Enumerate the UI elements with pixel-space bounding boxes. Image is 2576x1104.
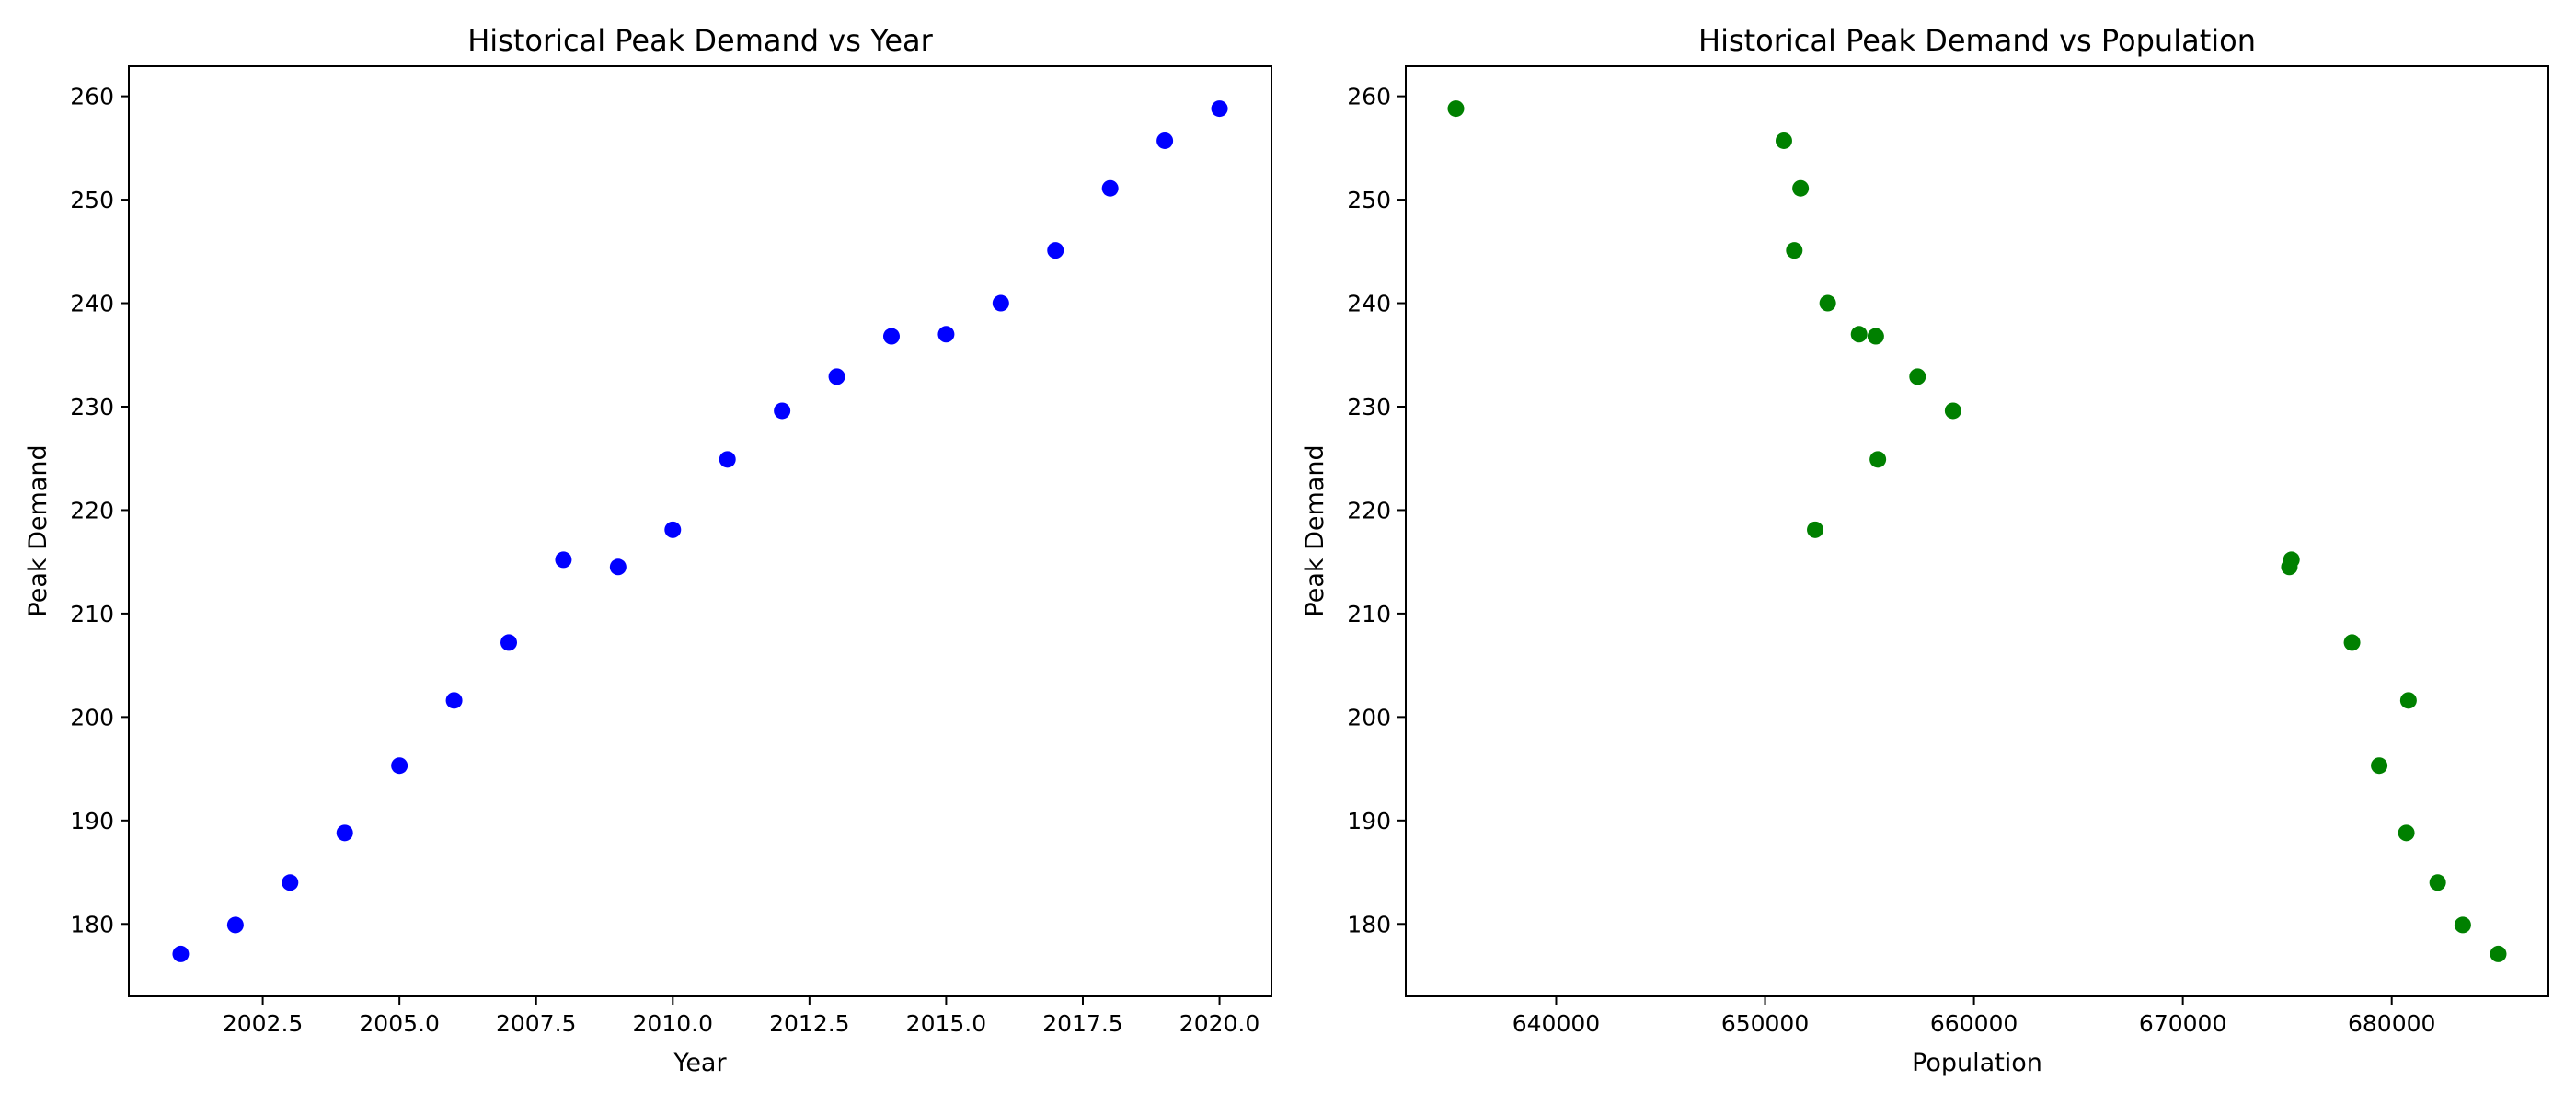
right-data-point [2398, 824, 2415, 842]
left-data-point [445, 692, 463, 709]
left-x-tick-label: 2015.0 [906, 1010, 986, 1037]
left-y-tick-label: 180 [70, 911, 114, 937]
right-data-point [1447, 100, 1465, 118]
right-data-point [2429, 874, 2446, 891]
right-plot-area [1405, 65, 2549, 997]
left-x-tick-label: 2005.0 [359, 1010, 439, 1037]
right-data-point [1867, 328, 1884, 345]
right-data-point [1819, 294, 1836, 312]
left-x-tick-label: 2002.5 [223, 1010, 303, 1037]
left-data-point [719, 451, 736, 468]
right-data-point [2454, 916, 2471, 934]
right-x-tick-label: 680000 [2348, 1010, 2435, 1037]
left-y-axis-label: Peak Demand [24, 444, 52, 616]
left-data-point [391, 757, 408, 775]
right-y-tick-label: 220 [1347, 497, 1391, 523]
left-chart-title: Historical Peak Demand vs Year [467, 23, 933, 58]
right-data-point [1775, 132, 1792, 149]
right-data-point [1850, 326, 1868, 343]
right-x-tick-label: 650000 [1721, 1010, 1809, 1037]
right-y-axis-label: Peak Demand [1301, 444, 1329, 616]
right-data-point [2281, 558, 2298, 576]
left-y-tick-label: 210 [70, 601, 114, 627]
right-chart-title: Historical Peak Demand vs Population [1698, 23, 2256, 58]
right-data-point [2343, 634, 2361, 651]
right-y-tick-label: 260 [1347, 84, 1391, 110]
left-x-tick-label: 2020.0 [1179, 1010, 1259, 1037]
right-y-ticks: 180 190 200 210 220 230 240 250 260 [1347, 84, 1406, 937]
left-data-point [336, 824, 353, 842]
right-y-tick-label: 250 [1347, 187, 1391, 213]
left-x-tick-label: 2007.5 [496, 1010, 576, 1037]
right-x-tick-label: 660000 [1930, 1010, 2018, 1037]
right-data-points [1447, 100, 2507, 962]
right-data-point [2490, 945, 2507, 962]
right-x-tick-label: 670000 [2139, 1010, 2226, 1037]
left-data-point [1047, 242, 1064, 259]
right-data-point [2371, 757, 2388, 775]
right-data-point [1909, 368, 1926, 385]
left-x-axis-label: Year [673, 1049, 727, 1077]
right-y-tick-label: 200 [1347, 704, 1391, 730]
left-chart-panel: 2002.5 2005.0 2007.5 2010.0 2012.5 2015.0 2017… [24, 23, 1272, 1077]
left-data-point [774, 402, 791, 420]
right-x-ticks: 640000 650000 660000 670000 680000 [1512, 996, 2435, 1037]
left-y-tick-label: 190 [70, 808, 114, 834]
left-data-point [172, 945, 190, 962]
left-data-point [1156, 132, 1174, 149]
left-data-point [282, 874, 299, 891]
left-x-tick-label: 2012.5 [769, 1010, 849, 1037]
left-data-point [664, 521, 682, 538]
right-y-tick-label: 180 [1347, 911, 1391, 937]
left-data-point [609, 558, 627, 576]
right-data-point [2399, 692, 2417, 709]
left-data-point [882, 328, 900, 345]
left-y-tick-label: 230 [70, 394, 114, 420]
left-data-point [555, 551, 572, 569]
left-x-tick-label: 2010.0 [633, 1010, 713, 1037]
left-x-ticks: 2002.5 2005.0 2007.5 2010.0 2012.5 2015.0 2017… [223, 996, 1259, 1037]
right-y-tick-label: 190 [1347, 808, 1391, 834]
right-y-tick-label: 240 [1347, 291, 1391, 317]
left-data-point [828, 368, 845, 385]
left-data-point [1101, 179, 1119, 197]
right-y-tick-label: 210 [1347, 601, 1391, 627]
left-y-tick-label: 220 [70, 497, 114, 523]
left-plot-area [128, 65, 1272, 997]
right-data-point [1944, 402, 1961, 420]
right-x-tick-label: 640000 [1512, 1010, 1600, 1037]
right-x-axis-label: Population [1912, 1049, 2042, 1077]
right-data-point [1807, 521, 1824, 538]
left-data-point [1211, 100, 1228, 118]
left-y-tick-label: 240 [70, 291, 114, 317]
left-y-tick-label: 200 [70, 704, 114, 730]
right-data-point [1869, 451, 1887, 468]
left-data-point [226, 916, 244, 934]
right-chart-panel: 640000 650000 660000 670000 680000 180 190 200… [1301, 23, 2549, 1077]
right-data-point [1786, 242, 1803, 259]
left-y-ticks: 180 190 200 210 220 230 240 250 260 [70, 84, 129, 937]
left-x-tick-label: 2017.5 [1042, 1010, 1122, 1037]
left-y-tick-label: 250 [70, 187, 114, 213]
left-y-tick-label: 260 [70, 84, 114, 110]
left-data-point [500, 634, 518, 651]
left-data-points [172, 100, 1228, 962]
left-data-point [992, 294, 1009, 312]
left-data-point [937, 326, 955, 343]
right-y-tick-label: 230 [1347, 394, 1391, 420]
right-data-point [1792, 179, 1810, 197]
